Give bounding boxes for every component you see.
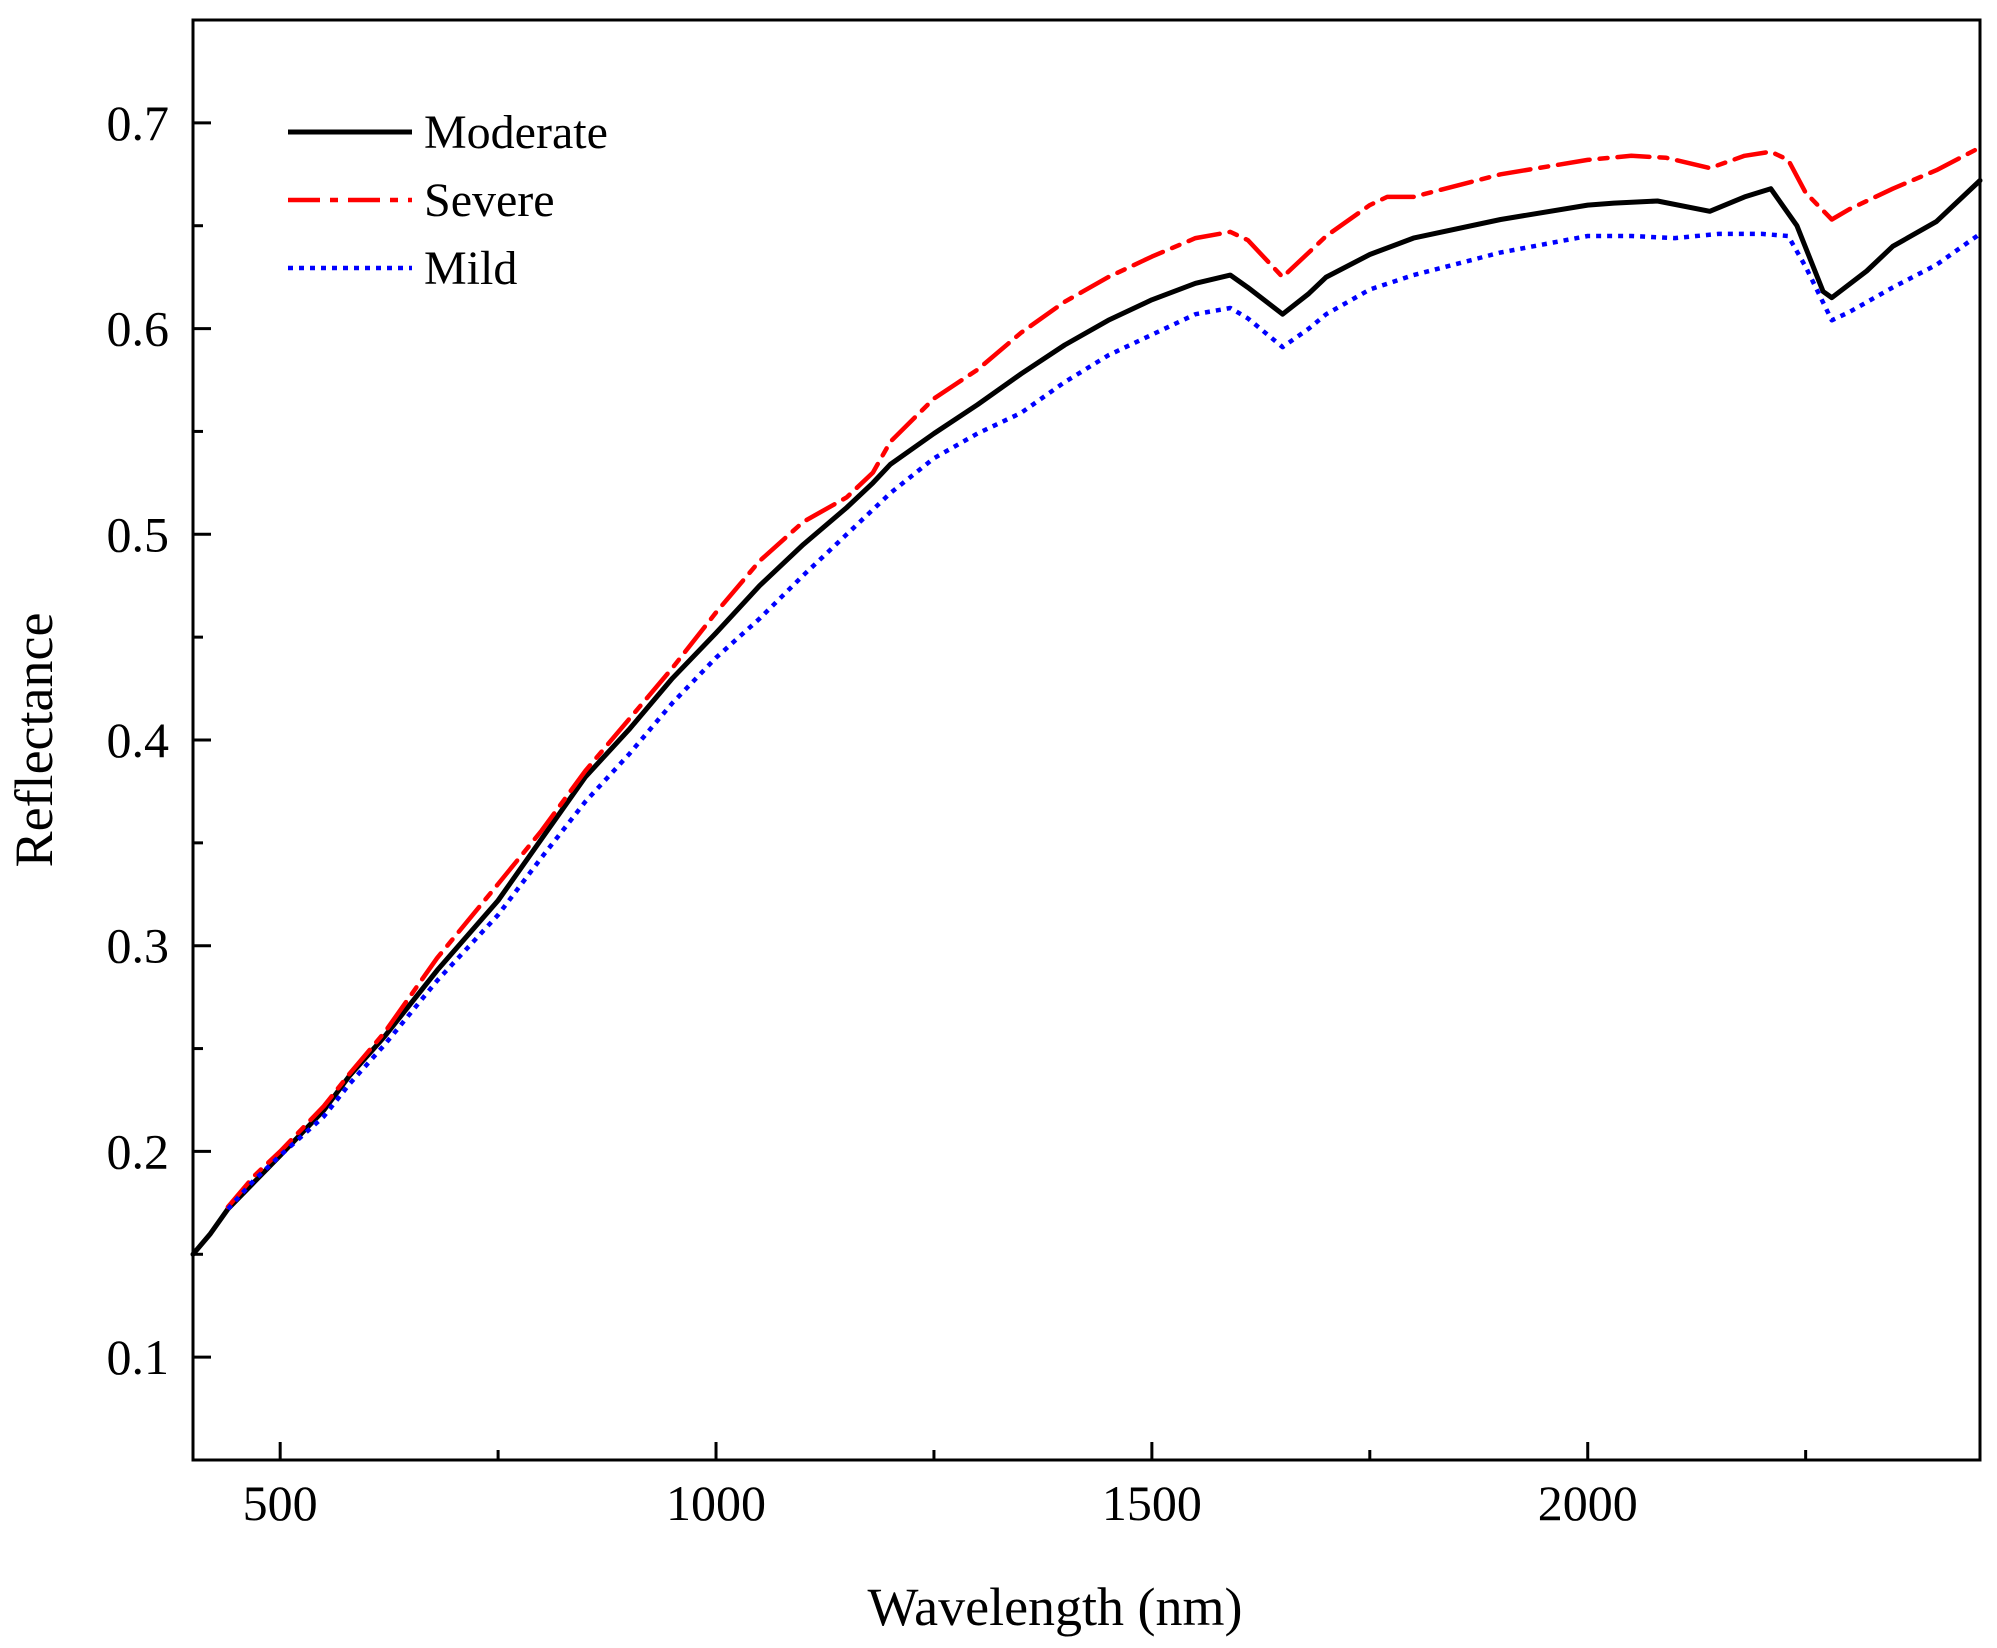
x-tick-label: 1500 <box>1102 1475 1202 1531</box>
series-line-moderate <box>190 178 1983 1257</box>
y-axis-title: Reflectance <box>4 613 64 868</box>
axis-ticks: 500 1000 1500 2000 0.1 0.2 0.3 0.4 0.5 0.6 0.7 <box>107 95 1808 1531</box>
legend-label-moderate: Moderate <box>424 106 608 159</box>
x-tick-label: 2000 <box>1538 1475 1638 1531</box>
y-tick-label: 0.4 <box>107 712 170 768</box>
series-line-severe <box>225 145 1983 1210</box>
y-tick-label: 0.2 <box>107 1123 170 1179</box>
legend-label-severe: Severe <box>424 174 555 227</box>
x-tick-label: 1000 <box>666 1475 766 1531</box>
y-tick-label: 0.5 <box>107 506 170 562</box>
legend: Moderate Severe Mild <box>288 106 608 295</box>
y-tick-label: 0.7 <box>107 95 170 151</box>
y-tick-label: 0.1 <box>107 1329 170 1385</box>
x-axis-title: Wavelength (nm) <box>867 1577 1242 1637</box>
series-layer <box>190 145 1983 1257</box>
y-tick-label: 0.6 <box>107 301 170 357</box>
y-tick-label: 0.3 <box>107 918 170 974</box>
legend-label-mild: Mild <box>424 242 517 295</box>
series-line-mild <box>226 231 1982 1211</box>
x-tick-label: 500 <box>243 1475 318 1531</box>
